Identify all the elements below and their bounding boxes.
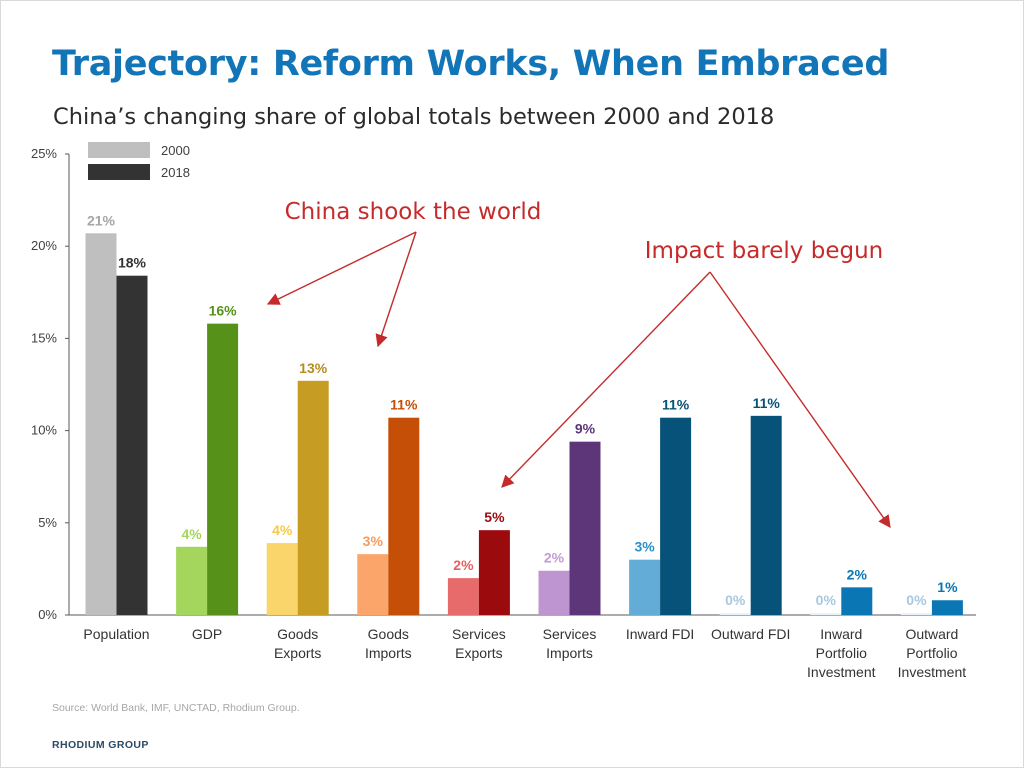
bar-2000 bbox=[266, 543, 298, 615]
y-tick-label: 15% bbox=[31, 330, 57, 345]
bar-2018 bbox=[660, 417, 692, 615]
data-label-2018: 1% bbox=[937, 579, 958, 595]
data-label-2000: 21% bbox=[87, 212, 116, 228]
y-tick-label: 5% bbox=[38, 515, 57, 530]
x-tick-label: Inward bbox=[820, 626, 862, 642]
legend-label-2018: 2018 bbox=[161, 165, 190, 180]
x-tick-label: Imports bbox=[546, 645, 593, 661]
data-label-2018: 11% bbox=[753, 395, 781, 411]
x-tick-label: Population bbox=[83, 626, 149, 642]
y-tick-label: 10% bbox=[31, 423, 57, 438]
bar-2000 bbox=[629, 559, 661, 615]
y-tick-label: 20% bbox=[31, 238, 57, 253]
data-label-2000: 4% bbox=[181, 526, 202, 542]
bar-2018 bbox=[750, 415, 782, 615]
bar-2000 bbox=[357, 554, 389, 615]
source-note: Source: World Bank, IMF, UNCTAD, Rhodium… bbox=[52, 702, 300, 714]
annotation-text: Impact barely begun bbox=[645, 238, 883, 264]
data-label-2018: 11% bbox=[390, 397, 418, 413]
x-tick-label: Imports bbox=[365, 645, 412, 661]
bar-2000 bbox=[447, 578, 479, 615]
bar-2000 bbox=[538, 570, 570, 615]
data-label-2000: 2% bbox=[453, 557, 474, 573]
legend-swatch-2000 bbox=[88, 142, 150, 158]
data-label-2018: 11% bbox=[662, 397, 690, 413]
data-label-2018: 9% bbox=[575, 421, 596, 437]
annotation-arrow bbox=[709, 271, 891, 529]
data-label-2000: 0% bbox=[906, 592, 927, 608]
x-tick-label: Exports bbox=[455, 645, 502, 661]
x-tick-label: Outward bbox=[905, 626, 958, 642]
x-tick-label: Services bbox=[543, 626, 597, 642]
data-label-2000: 3% bbox=[363, 533, 384, 549]
y-tick-label: 25% bbox=[31, 146, 57, 161]
x-tick-label: Investment bbox=[807, 664, 876, 680]
y-tick-label: 0% bbox=[38, 607, 57, 622]
annotation-text: China shook the world bbox=[285, 199, 542, 225]
data-label-2018: 5% bbox=[484, 509, 505, 525]
x-tick-label: Goods bbox=[277, 626, 318, 642]
data-label-2018: 16% bbox=[209, 303, 238, 319]
bar-2000 bbox=[719, 613, 751, 615]
x-tick-label: Portfolio bbox=[906, 645, 958, 661]
page-subtitle: China’s changing share of global totals … bbox=[53, 104, 775, 130]
legend-swatch-2018 bbox=[88, 164, 150, 180]
x-tick-label: Exports bbox=[274, 645, 321, 661]
bar-2000 bbox=[900, 613, 932, 615]
brand-logo-text: RHODIUM GROUP bbox=[52, 739, 149, 751]
x-tick-label: Inward FDI bbox=[626, 626, 694, 642]
x-tick-label: Outward FDI bbox=[711, 626, 790, 642]
annotation-arrow bbox=[266, 231, 417, 305]
x-tick-label: Portfolio bbox=[816, 645, 868, 661]
data-label-2000: 2% bbox=[544, 550, 565, 566]
data-label-2018: 2% bbox=[847, 566, 868, 582]
x-tick-label: Investment bbox=[898, 664, 967, 680]
bar-2000 bbox=[85, 233, 117, 616]
legend-label-2000: 2000 bbox=[161, 143, 190, 158]
bar-2018 bbox=[478, 530, 510, 615]
bar-2018 bbox=[388, 417, 420, 615]
x-tick-label: Goods bbox=[368, 626, 409, 642]
data-label-2000: 0% bbox=[816, 592, 837, 608]
annotation-arrow bbox=[375, 231, 417, 348]
x-tick-label: Services bbox=[452, 626, 506, 642]
bar-2018 bbox=[116, 275, 148, 615]
bar-chart: 0% 5% 10% 15% 20% 25% 21% 18% Population 4% 16% GDP… bbox=[31, 142, 976, 680]
bar-2018 bbox=[297, 380, 329, 615]
data-label-2018: 13% bbox=[299, 360, 328, 376]
bar-2000 bbox=[176, 546, 208, 615]
bar-2018 bbox=[931, 600, 963, 615]
bar-2018 bbox=[841, 587, 873, 615]
bar-2018 bbox=[569, 441, 601, 615]
bar-2018 bbox=[207, 323, 239, 615]
x-tick-label: GDP bbox=[192, 626, 222, 642]
data-label-2018: 18% bbox=[118, 255, 147, 271]
data-label-2000: 4% bbox=[272, 522, 293, 538]
bar-2000 bbox=[810, 613, 842, 615]
page-title: Trajectory: Reform Works, When Embraced bbox=[52, 44, 890, 84]
data-label-2000: 3% bbox=[634, 539, 655, 555]
data-label-2000: 0% bbox=[725, 592, 746, 608]
annotation-arrow bbox=[501, 271, 711, 488]
